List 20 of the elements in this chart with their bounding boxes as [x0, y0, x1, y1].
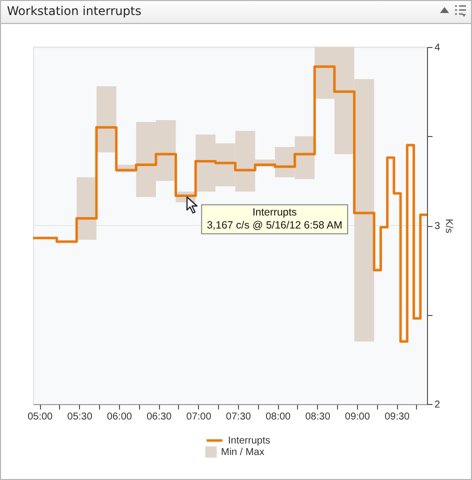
- legend-label: Interrupts: [228, 436, 270, 446]
- x-tick-label: 09:30: [384, 412, 410, 422]
- annotation: 3,167 c/s @ 5/16/12 6:58 AM: [206, 220, 342, 232]
- x-tick-label: 08:30: [305, 412, 331, 422]
- y-tick-label: 3: [434, 221, 440, 232]
- x-tick-label: 06:30: [146, 412, 172, 422]
- x-tick-label: 08:00: [266, 412, 292, 422]
- annotation: Interrupts: [252, 206, 297, 219]
- y-axis-title: K/s: [443, 218, 454, 234]
- x-tick-label: 05:00: [28, 412, 54, 422]
- y-tick-label: 2: [434, 400, 440, 410]
- x-tick-label: 09:00: [344, 412, 370, 422]
- x-tick-label: 07:30: [226, 412, 252, 422]
- chart-title: Workstation interrupts: [7, 4, 142, 18]
- bar: [96, 86, 116, 152]
- legend-label: Min / Max: [221, 447, 264, 458]
- y-tick-label: 4: [434, 42, 440, 54]
- x-tick-label: 07:00: [186, 412, 212, 422]
- x-tick-label: 05:30: [67, 412, 93, 422]
- x-tick-label: 06:00: [106, 412, 132, 422]
